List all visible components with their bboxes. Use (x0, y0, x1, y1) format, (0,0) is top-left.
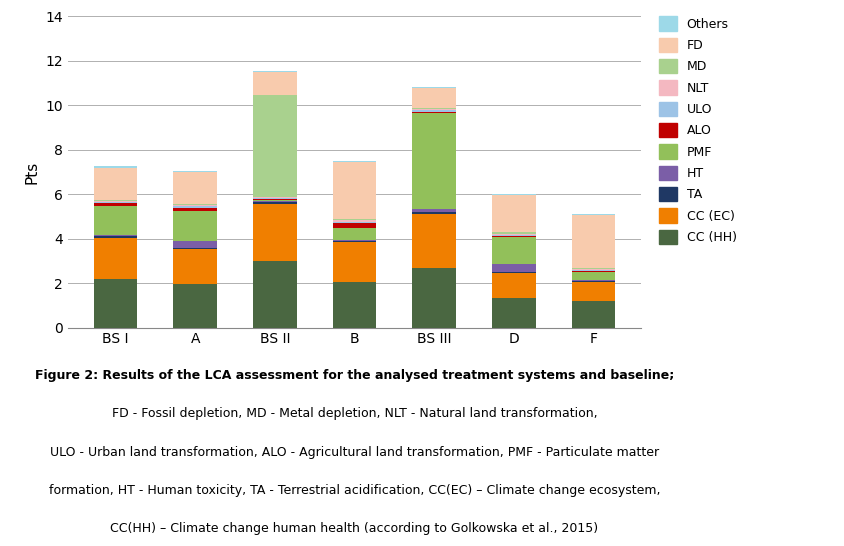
Bar (94, 202, 138, 203)
Bar (253, 199, 297, 200)
Bar (253, 198, 297, 199)
Bar (94, 201, 138, 202)
Bar (492, 272, 536, 273)
Bar (412, 268, 456, 328)
Bar (571, 272, 615, 280)
Bar (571, 301, 615, 328)
Bar (571, 271, 615, 272)
Bar (333, 223, 376, 228)
Bar (253, 200, 297, 201)
Bar (571, 281, 615, 282)
Bar (94, 200, 138, 201)
Bar (492, 236, 536, 237)
Bar (333, 218, 376, 220)
Text: FD - Fossil depletion, MD - Metal depletion, NLT - Natural land transformation,: FD - Fossil depletion, MD - Metal deplet… (111, 407, 598, 420)
Bar (94, 278, 138, 328)
Bar (333, 161, 376, 162)
Bar (412, 87, 456, 88)
Bar (173, 211, 217, 241)
Bar (333, 162, 376, 218)
Bar (492, 264, 536, 272)
Text: ULO - Urban land transformation, ALO - Agricultural land transformation, PMF - P: ULO - Urban land transformation, ALO - A… (50, 446, 659, 459)
Bar (412, 110, 456, 111)
Bar (492, 195, 536, 232)
Bar (253, 70, 297, 72)
Bar (333, 282, 376, 328)
Bar (173, 284, 217, 328)
Bar (94, 167, 138, 168)
Bar (253, 197, 297, 198)
Bar (492, 235, 536, 236)
Bar (571, 282, 615, 301)
Bar (253, 204, 297, 261)
Bar (253, 72, 297, 96)
Bar (173, 247, 217, 248)
Bar (412, 211, 456, 214)
Bar (492, 234, 536, 235)
Bar (253, 96, 297, 197)
Bar (571, 269, 615, 270)
Bar (94, 235, 138, 236)
Legend: Others, FD, MD, NLT, ULO, ALO, PMF, HT, TA, CC (EC), CC (HH): Others, FD, MD, NLT, ULO, ALO, PMF, HT, … (659, 16, 737, 244)
Bar (412, 88, 456, 108)
Bar (412, 214, 456, 268)
Bar (492, 194, 536, 195)
Bar (253, 203, 297, 204)
Bar (173, 206, 217, 208)
Bar (492, 273, 536, 298)
Bar (333, 242, 376, 282)
Bar (94, 236, 138, 238)
Bar (253, 201, 297, 203)
Bar (492, 298, 536, 328)
Bar (571, 280, 615, 281)
Y-axis label: Pts: Pts (24, 161, 40, 183)
Bar (412, 111, 456, 112)
Bar (571, 270, 615, 271)
Text: CC(HH) – Climate change human health (according to Golkowska et al., 2015): CC(HH) – Climate change human health (ac… (111, 522, 598, 535)
Bar (412, 112, 456, 209)
Bar (94, 203, 138, 206)
Bar (412, 108, 456, 109)
Bar (173, 204, 217, 205)
Bar (173, 171, 217, 172)
Bar (571, 214, 615, 215)
Bar (492, 237, 536, 264)
Text: formation, HT - Human toxicity, TA - Terrestrial acidification, CC(EC) – Climate: formation, HT - Human toxicity, TA - Ter… (49, 484, 660, 497)
Bar (412, 209, 456, 211)
Bar (173, 208, 217, 211)
Bar (333, 240, 376, 241)
Bar (333, 222, 376, 223)
Bar (492, 232, 536, 234)
Bar (571, 268, 615, 269)
Bar (333, 241, 376, 242)
Bar (94, 168, 138, 200)
Text: Figure 2: Results of the LCA assessment for the analysed treatment systems and b: Figure 2: Results of the LCA assessment … (35, 369, 674, 382)
Bar (94, 238, 138, 278)
Bar (94, 206, 138, 235)
Bar (173, 205, 217, 206)
Bar (333, 228, 376, 240)
Bar (173, 248, 217, 284)
Bar (173, 241, 217, 247)
Bar (571, 215, 615, 268)
Bar (333, 220, 376, 222)
Bar (412, 109, 456, 110)
Bar (253, 261, 297, 328)
Bar (173, 172, 217, 204)
